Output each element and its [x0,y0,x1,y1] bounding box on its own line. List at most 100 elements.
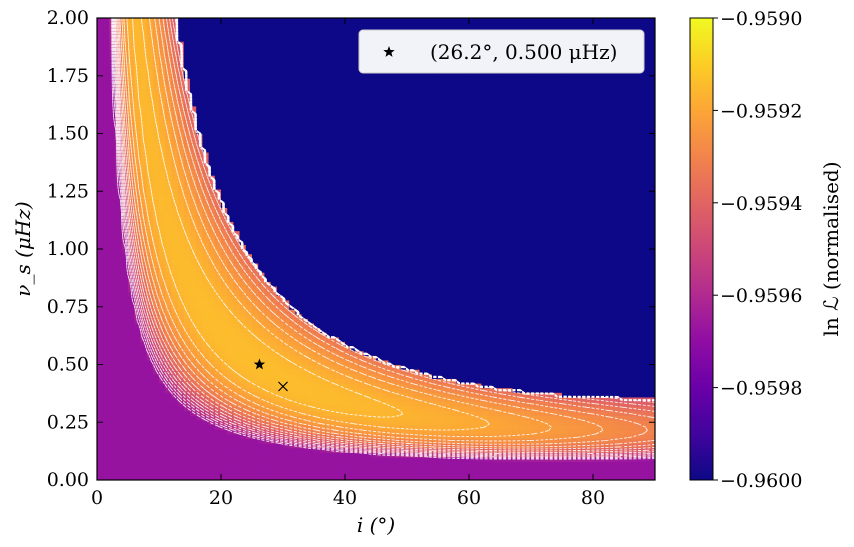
heatmap-cell [152,267,160,273]
heatmap-cell [320,470,327,476]
heatmap-cell [295,304,303,310]
heatmap-cell [394,225,402,232]
heatmap-cell [214,359,222,366]
heatmap-cell [190,322,197,329]
heatmap-cell [314,59,321,65]
heatmap-cell [103,276,110,282]
heatmap-cell [264,452,272,458]
heatmap-cell [214,419,222,426]
heatmap-cell [239,207,247,213]
heatmap-cell [295,59,303,65]
heatmap-cell [165,327,172,333]
heatmap-cell [301,424,309,430]
heatmap-cell [233,318,241,324]
heatmap-cell [338,461,346,467]
heatmap-cell [146,101,154,107]
heatmap-cell [252,161,259,167]
likelihood-heatmap [97,18,655,480]
heatmap-cell [183,359,191,366]
heatmap-cell [233,359,241,366]
heatmap-cell [227,115,234,121]
heatmap-cell [295,267,303,273]
heatmap-cell [252,470,259,476]
heatmap-cell [252,151,259,158]
heatmap-cell [140,262,148,269]
heatmap-cell [190,105,197,111]
heatmap-cell [332,249,340,255]
heatmap-cell [320,105,327,111]
heatmap-cell [369,382,377,389]
heatmap-cell [276,82,284,88]
heatmap-cell [258,452,265,458]
heatmap-cell [264,198,272,204]
heatmap-cell [394,230,402,236]
heatmap-cell [221,295,228,301]
heatmap-cell [326,244,334,250]
heatmap-cell [357,87,365,93]
heatmap-cell [258,456,265,463]
heatmap-cell [171,82,179,88]
heatmap-cell [165,54,172,61]
heatmap-cell [307,235,315,241]
heatmap-cell [301,253,309,259]
heatmap-cell [314,313,321,319]
heatmap-cell [388,387,396,393]
heatmap-cell [258,410,265,416]
heatmap-cell [239,295,247,301]
heatmap-cell [146,332,154,338]
heatmap-cell [128,346,135,352]
heatmap-cell [146,276,154,282]
heatmap-cell [264,456,272,463]
heatmap-cell [345,142,352,148]
heatmap-cell [351,364,358,370]
heatmap-cell [382,87,389,93]
heatmap-cell [196,382,203,389]
heatmap-cell [146,272,154,278]
heatmap-cell [276,461,284,467]
heatmap-cell [227,332,234,338]
heatmap-cell [332,50,340,56]
heatmap-cell [351,355,358,361]
heatmap-cell [283,470,290,476]
heatmap-cell [363,438,371,444]
heatmap-cell [357,151,365,158]
heatmap-cell [270,272,278,278]
heatmap-cell [183,336,191,342]
heatmap-cell [177,466,185,472]
heatmap-cell [103,378,110,384]
heatmap-cell [301,54,309,61]
heatmap-cell [283,45,290,51]
heatmap-cell [190,133,197,139]
heatmap-cell [382,202,389,209]
heatmap-cell [97,138,104,144]
heatmap-cell [400,415,408,421]
heatmap-cell [264,466,272,472]
heatmap-cell [252,212,259,218]
heatmap-cell [289,161,296,167]
heatmap-cell [400,378,408,384]
heatmap-cell [233,68,241,75]
heatmap-cell [140,244,148,250]
heatmap-cell [252,221,259,227]
heatmap-cell [245,304,253,310]
heatmap-cell [307,230,315,236]
heatmap-cell [134,41,141,47]
heatmap-cell [221,456,228,463]
heatmap-cell [121,54,129,61]
heatmap-cell [239,161,247,167]
heatmap-cell [183,142,191,148]
heatmap-cell [338,396,346,403]
heatmap-cell [97,281,104,287]
heatmap-cell [233,313,241,319]
heatmap-cell [295,429,303,435]
heatmap-cell [345,110,352,116]
heatmap-cell [276,304,284,310]
heatmap-cell [283,272,290,278]
heatmap-cell [301,258,309,264]
heatmap-cell [400,249,408,255]
heatmap-cell [140,18,148,24]
heatmap-cell [227,364,234,370]
heatmap-cell [165,170,172,176]
heatmap-cell [301,249,309,255]
heatmap-cell [214,133,222,139]
